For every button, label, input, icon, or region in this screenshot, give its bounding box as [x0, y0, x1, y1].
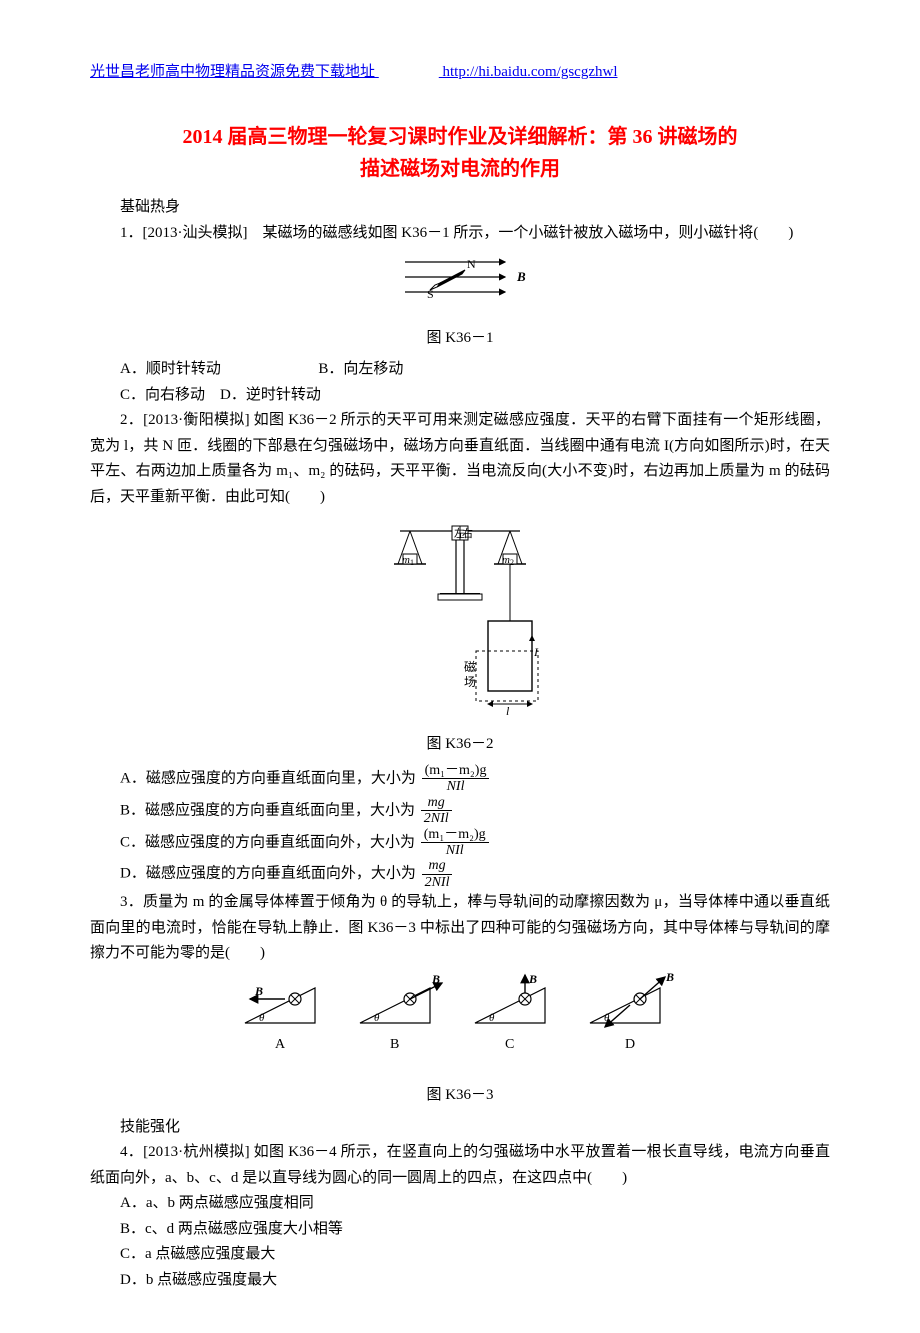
svg-text:D: D — [625, 1037, 635, 1052]
q2-optC: C．磁感应强度的方向垂直纸面向外，大小为 (m₁－m₂)g NIl — [120, 827, 830, 859]
header-url[interactable]: http://hi.baidu.com/gscgzhwl — [443, 64, 618, 80]
section-basic: 基础热身 — [90, 195, 830, 221]
svg-text:m: m — [502, 554, 510, 566]
svg-text:右: 右 — [462, 526, 473, 540]
q2-fig-caption: 图 K36－2 — [90, 732, 830, 758]
q4-optD: D．b 点磁感应强度最大 — [90, 1268, 830, 1294]
svg-text:A: A — [275, 1037, 286, 1052]
q1-options-row1: A．顺时针转动 B．向左移动 — [90, 357, 830, 383]
svg-text:场: 场 — [464, 675, 476, 689]
q3-figure: θ B A B B — [90, 973, 830, 1078]
svg-text:B: B — [431, 973, 440, 986]
header-left: 光世昌老师高中物理精品资源免费下载地址 — [90, 64, 375, 80]
q2-fracB: mg 2NIl — [421, 795, 452, 827]
svg-text:C: C — [505, 1037, 514, 1052]
q2-figure: 左 右 m 1 m 2 — [90, 516, 830, 726]
q3-stem: 3．质量为 m 的金属导体棒置于倾角为 θ 的导轨上，棒与导轨间的动摩擦因数为 … — [90, 890, 830, 967]
label-n: N — [467, 257, 476, 271]
q2-fracC: (m₁－m₂)g NIl — [421, 827, 489, 859]
title-line-1: 2014 届高三物理一轮复习课时作业及详细解析：第 36 讲磁场的 — [183, 126, 738, 148]
q2-stem: 2．[2013·衡阳模拟] 如图 K36－2 所示的天平可用来测定磁感应强度．天… — [90, 408, 830, 510]
section-skill: 技能强化 — [90, 1115, 830, 1141]
q1-optB: B．向左移动 — [318, 361, 403, 377]
svg-text:2: 2 — [510, 558, 514, 567]
q1-options-row2: C．向右移动 D．逆时针转动 — [90, 383, 830, 409]
title-line-2: 描述磁场对电流的作用 — [360, 158, 560, 180]
q2-optB: B．磁感应强度的方向垂直纸面向里，大小为 mg 2NIl — [120, 795, 830, 827]
q1-svg: N S B — [385, 252, 535, 310]
svg-text:B: B — [254, 984, 263, 998]
svg-text:1: 1 — [410, 558, 414, 567]
page-header: 光世昌老师高中物理精品资源免费下载地址 http://hi.baidu.com/… — [90, 60, 830, 81]
q2-svg: 左 右 m 1 m 2 — [380, 516, 540, 716]
svg-text:B: B — [528, 973, 537, 986]
q4-stem: 4．[2013·杭州模拟] 如图 K36－4 所示，在竖直向上的匀强磁场中水平放… — [90, 1140, 830, 1191]
q2-fracA: (m₁－m₂)g NIl — [422, 763, 490, 795]
svg-text:B: B — [665, 973, 674, 984]
svg-text:m: m — [402, 554, 410, 566]
q1-stem: 1．[2013·汕头模拟] 某磁场的磁感线如图 K36－1 所示，一个小磁针被放… — [90, 221, 830, 247]
q1-fig-caption: 图 K36－1 — [90, 326, 830, 352]
q2-optD: D．磁感应强度的方向垂直纸面向外，大小为 mg 2NIl — [120, 858, 830, 890]
svg-text:B: B — [390, 1037, 399, 1052]
label-s: S — [427, 287, 434, 301]
q2-optA: A．磁感应强度的方向垂直纸面向里，大小为 (m₁－m₂)g NIl — [120, 763, 830, 795]
svg-text:l: l — [506, 704, 510, 716]
q3-svg: θ B A B B — [230, 973, 690, 1068]
svg-text:磁: 磁 — [464, 659, 476, 674]
q3-fig-caption: 图 K36－3 — [90, 1083, 830, 1109]
document-title: 2014 届高三物理一轮复习课时作业及详细解析：第 36 讲磁场的 描述磁场对电… — [90, 121, 830, 185]
q1-figure: N S B — [90, 252, 830, 320]
q4-optB: B．c、d 两点磁感应强度大小相等 — [90, 1217, 830, 1243]
q4-optA: A．a、b 两点磁感应强度相同 — [90, 1191, 830, 1217]
label-b: B — [516, 269, 526, 284]
q1-optA: A．顺时针转动 — [120, 361, 221, 377]
q2-fracD: mg 2NIl — [422, 858, 453, 890]
q4-optC: C．a 点磁感应强度最大 — [90, 1242, 830, 1268]
